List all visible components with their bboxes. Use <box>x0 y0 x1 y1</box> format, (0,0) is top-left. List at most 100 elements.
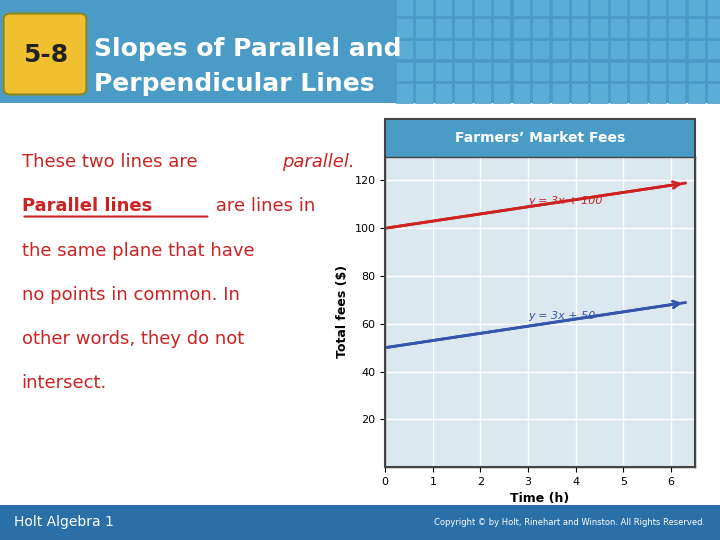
FancyBboxPatch shape <box>454 62 472 81</box>
FancyBboxPatch shape <box>454 18 472 38</box>
FancyBboxPatch shape <box>688 0 705 16</box>
X-axis label: Time (h): Time (h) <box>510 492 570 505</box>
FancyBboxPatch shape <box>493 83 510 103</box>
FancyBboxPatch shape <box>629 62 647 81</box>
FancyBboxPatch shape <box>493 62 510 81</box>
FancyBboxPatch shape <box>493 40 510 59</box>
FancyBboxPatch shape <box>396 0 413 16</box>
Text: Copyright © by Holt, Rinehart and Winston. All Rights Reserved.: Copyright © by Holt, Rinehart and Winsto… <box>434 518 706 527</box>
FancyBboxPatch shape <box>571 83 588 103</box>
FancyBboxPatch shape <box>474 62 491 81</box>
FancyBboxPatch shape <box>4 14 86 94</box>
FancyBboxPatch shape <box>610 18 627 38</box>
FancyBboxPatch shape <box>513 62 530 81</box>
FancyBboxPatch shape <box>649 40 666 59</box>
FancyBboxPatch shape <box>474 83 491 103</box>
FancyBboxPatch shape <box>707 40 720 59</box>
FancyBboxPatch shape <box>532 62 549 81</box>
Text: no points in common. In: no points in common. In <box>22 286 240 304</box>
Text: Parallel lines: Parallel lines <box>22 197 152 215</box>
Text: Slopes of Parallel and: Slopes of Parallel and <box>94 37 401 60</box>
FancyBboxPatch shape <box>385 119 695 157</box>
FancyBboxPatch shape <box>649 62 666 81</box>
FancyBboxPatch shape <box>532 0 549 16</box>
FancyBboxPatch shape <box>474 18 491 38</box>
FancyBboxPatch shape <box>590 18 608 38</box>
FancyBboxPatch shape <box>649 0 666 16</box>
FancyBboxPatch shape <box>590 0 608 16</box>
FancyBboxPatch shape <box>668 0 685 16</box>
FancyBboxPatch shape <box>532 40 549 59</box>
FancyBboxPatch shape <box>435 83 452 103</box>
FancyBboxPatch shape <box>668 62 685 81</box>
FancyBboxPatch shape <box>415 83 433 103</box>
FancyBboxPatch shape <box>590 83 608 103</box>
FancyBboxPatch shape <box>610 0 627 16</box>
Text: y = 3x + 50: y = 3x + 50 <box>528 311 595 321</box>
Text: Holt Algebra 1: Holt Algebra 1 <box>14 516 114 529</box>
Text: other words, they do not: other words, they do not <box>22 330 244 348</box>
FancyBboxPatch shape <box>707 62 720 81</box>
FancyBboxPatch shape <box>493 18 510 38</box>
FancyBboxPatch shape <box>629 40 647 59</box>
Text: Perpendicular Lines: Perpendicular Lines <box>94 72 374 96</box>
FancyBboxPatch shape <box>707 83 720 103</box>
FancyBboxPatch shape <box>571 0 588 16</box>
FancyBboxPatch shape <box>629 83 647 103</box>
FancyBboxPatch shape <box>493 0 510 16</box>
FancyBboxPatch shape <box>629 18 647 38</box>
FancyBboxPatch shape <box>590 40 608 59</box>
FancyBboxPatch shape <box>571 62 588 81</box>
FancyBboxPatch shape <box>396 40 413 59</box>
FancyBboxPatch shape <box>610 62 627 81</box>
Y-axis label: Total fees ($): Total fees ($) <box>336 265 348 359</box>
Text: These two lines are: These two lines are <box>22 153 203 171</box>
Text: y = 3x + 100: y = 3x + 100 <box>528 197 603 206</box>
FancyBboxPatch shape <box>688 62 705 81</box>
FancyBboxPatch shape <box>552 40 569 59</box>
Text: parallel.: parallel. <box>282 153 355 171</box>
FancyBboxPatch shape <box>532 83 549 103</box>
FancyBboxPatch shape <box>552 62 569 81</box>
FancyBboxPatch shape <box>513 18 530 38</box>
Text: the same plane that have: the same plane that have <box>22 241 254 260</box>
FancyBboxPatch shape <box>415 0 433 16</box>
FancyBboxPatch shape <box>0 505 720 540</box>
FancyBboxPatch shape <box>435 62 452 81</box>
FancyBboxPatch shape <box>552 18 569 38</box>
FancyBboxPatch shape <box>474 0 491 16</box>
FancyBboxPatch shape <box>0 0 720 103</box>
FancyBboxPatch shape <box>610 40 627 59</box>
FancyBboxPatch shape <box>649 18 666 38</box>
FancyBboxPatch shape <box>396 83 413 103</box>
Text: intersect.: intersect. <box>22 374 107 393</box>
FancyBboxPatch shape <box>688 40 705 59</box>
FancyBboxPatch shape <box>396 18 413 38</box>
FancyBboxPatch shape <box>571 40 588 59</box>
FancyBboxPatch shape <box>454 0 472 16</box>
FancyBboxPatch shape <box>610 83 627 103</box>
FancyBboxPatch shape <box>649 83 666 103</box>
FancyBboxPatch shape <box>688 83 705 103</box>
FancyBboxPatch shape <box>668 18 685 38</box>
FancyBboxPatch shape <box>513 0 530 16</box>
FancyBboxPatch shape <box>513 83 530 103</box>
FancyBboxPatch shape <box>396 62 413 81</box>
Text: 5-8: 5-8 <box>23 43 68 67</box>
Text: are lines in: are lines in <box>210 197 315 215</box>
FancyBboxPatch shape <box>707 0 720 16</box>
FancyBboxPatch shape <box>513 40 530 59</box>
FancyBboxPatch shape <box>571 18 588 38</box>
FancyBboxPatch shape <box>707 18 720 38</box>
Text: Farmers’ Market Fees: Farmers’ Market Fees <box>455 131 625 145</box>
FancyBboxPatch shape <box>435 0 452 16</box>
FancyBboxPatch shape <box>552 0 569 16</box>
FancyBboxPatch shape <box>454 40 472 59</box>
FancyBboxPatch shape <box>474 40 491 59</box>
FancyBboxPatch shape <box>629 0 647 16</box>
FancyBboxPatch shape <box>415 18 433 38</box>
FancyBboxPatch shape <box>688 18 705 38</box>
FancyBboxPatch shape <box>435 40 452 59</box>
FancyBboxPatch shape <box>454 83 472 103</box>
FancyBboxPatch shape <box>532 18 549 38</box>
